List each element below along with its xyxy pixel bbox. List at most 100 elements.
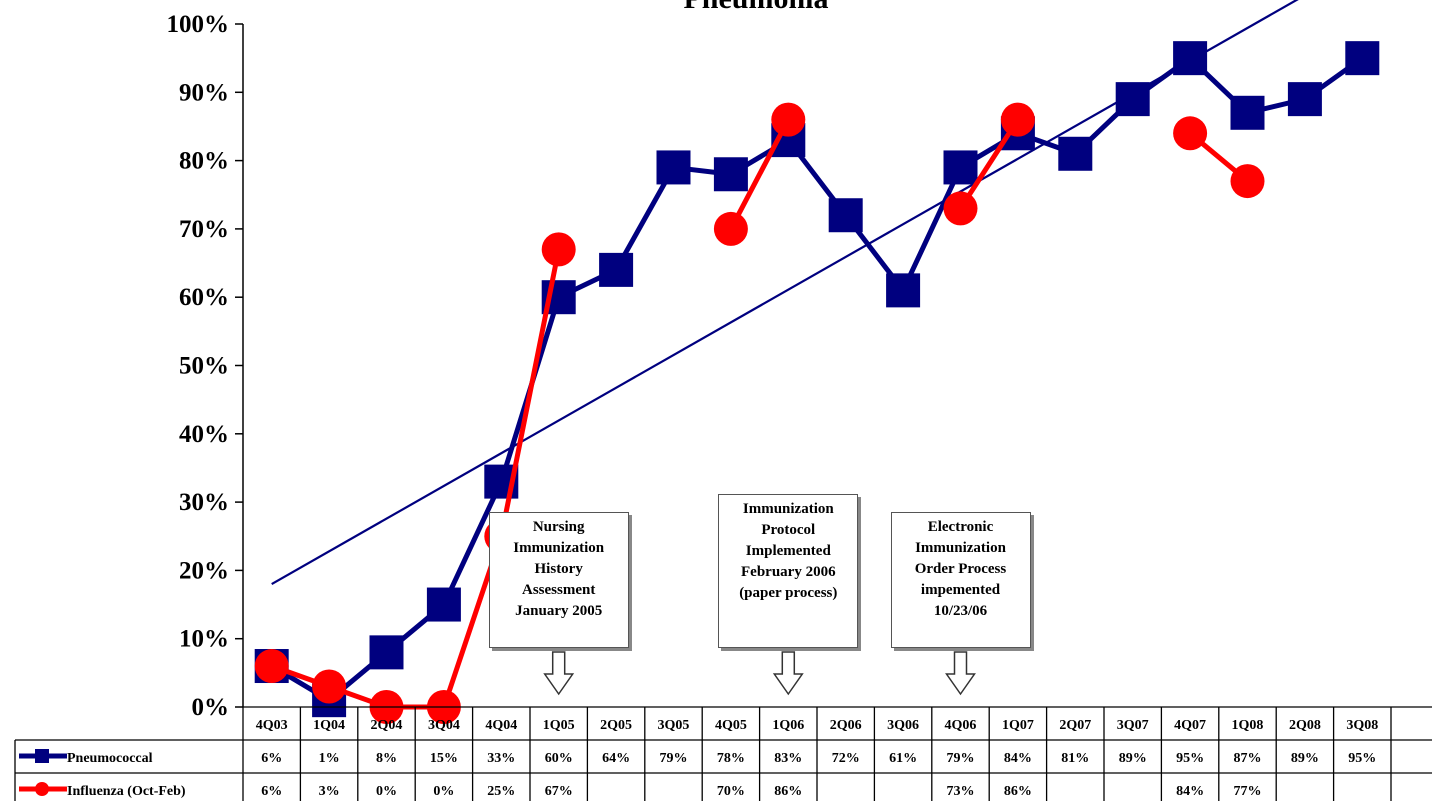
category-label: 3Q05 [658,718,690,733]
category-label: 1Q05 [543,718,575,733]
annotation-line: January 2005 [515,603,603,619]
annotation-line: 10/23/06 [933,603,988,619]
category-label: 1Q08 [1232,718,1264,733]
y-tick-label: 0% [192,694,230,721]
legend-marker [35,749,49,763]
data-label: 86% [1004,784,1032,799]
category-label: 4Q04 [485,718,517,733]
y-tick-label: 100% [167,11,230,38]
data-point [886,273,921,308]
data-label: 89% [1119,751,1147,766]
data-label: 72% [832,751,860,766]
data-label: 25% [487,784,515,799]
data-label: 84% [1176,784,1204,799]
data-label: 3% [319,784,340,799]
data-label: 78% [717,751,745,766]
data-label: 79% [947,751,975,766]
data-point [1173,41,1208,76]
data-point [828,198,863,233]
category-label: 3Q07 [1117,718,1149,733]
data-point [1115,82,1150,117]
annotation-line: Immunization [513,540,605,556]
data-point [1287,82,1322,117]
data-label: 1% [319,751,340,766]
annotation-line: Electronic [927,519,994,535]
y-tick-label: 50% [179,353,229,380]
data-label: 95% [1348,751,1376,766]
annotation-line: Immunization [915,540,1006,556]
data-label: 0% [433,784,454,799]
data-label: 64% [602,751,630,766]
series-line [958,118,1020,210]
data-table: 4Q03 1Q04 2Q04 3Q04 4Q04 1Q05 2Q05 3Q05 4Q05 1Q06… [14,706,1432,801]
y-tick-label: 90% [179,79,229,106]
category-label: 2Q08 [1289,718,1321,733]
data-label: 84% [1004,751,1032,766]
annotation-line: Nursing [532,519,585,535]
data-point [1230,95,1265,130]
y-tick-label: 20% [179,557,229,584]
legend-marker [35,782,49,796]
category-label: 1Q06 [772,718,804,733]
data-label: 8% [376,751,397,766]
series-square [254,41,1380,718]
y-tick-label: 10% [179,626,229,653]
data-point [1230,164,1265,199]
category-label: 4Q07 [1174,718,1206,733]
series-line [728,118,791,231]
data-label: 15% [430,751,458,766]
down-arrow-icon [772,651,804,696]
y-tick-label: 30% [179,489,229,516]
data-point [254,649,289,684]
data-point [656,150,691,185]
data-label: 86% [774,784,802,799]
category-label: 4Q03 [256,718,288,733]
y-tick-label: 60% [179,284,229,311]
y-tick-label: 80% [179,148,229,175]
data-label: 67% [545,784,573,799]
annotation-line: February 2006 [741,564,836,580]
down-arrow-icon [945,651,976,696]
chart-title: Pneumonia [683,0,828,15]
data-label: 73% [947,784,975,799]
category-label: 1Q04 [313,718,345,733]
data-label: 89% [1291,751,1319,766]
data-point [599,252,634,287]
category-label: 4Q05 [715,718,747,733]
annotation-line: (paper process) [739,585,838,601]
data-label: 61% [889,751,917,766]
data-point [369,635,404,670]
data-point [713,157,748,192]
data-point [1058,136,1093,171]
data-point [1000,102,1035,137]
category-label: 2Q05 [600,718,632,733]
axes: 0% 10% 20% 30% 40% 50% 60% 70% 80% 90% 100% [167,11,244,721]
annotation-line: Assessment [522,582,596,598]
annotation-line: Implemented [745,543,831,559]
data-label: 0% [376,784,397,799]
legend-label: Pneumococcal [67,751,153,766]
data-point [1345,41,1380,76]
data-point [713,211,748,246]
data-label: 87% [1234,751,1262,766]
data-label: 81% [1061,751,1089,766]
category-label: 1Q07 [1002,718,1034,733]
data-point [312,669,347,704]
annotation-line: impemented [920,582,1001,598]
data-label: 70% [717,784,745,799]
data-label: 95% [1176,751,1204,766]
category-label: 2Q06 [830,718,862,733]
category-label: 3Q04 [428,718,460,733]
data-label: 60% [545,751,573,766]
data-label: 6% [261,751,282,766]
annotation-line: Order Process [914,561,1007,577]
data-point [943,150,978,185]
annotation-line: Protocol [761,522,816,538]
data-label: 83% [774,751,802,766]
data-point [771,102,806,137]
note-electronic-order: Electronic Immunization Order Process impem… [890,512,1031,648]
annotation-line: Immunization [742,501,834,517]
category-label: 2Q04 [371,718,403,733]
data-point [426,587,461,622]
